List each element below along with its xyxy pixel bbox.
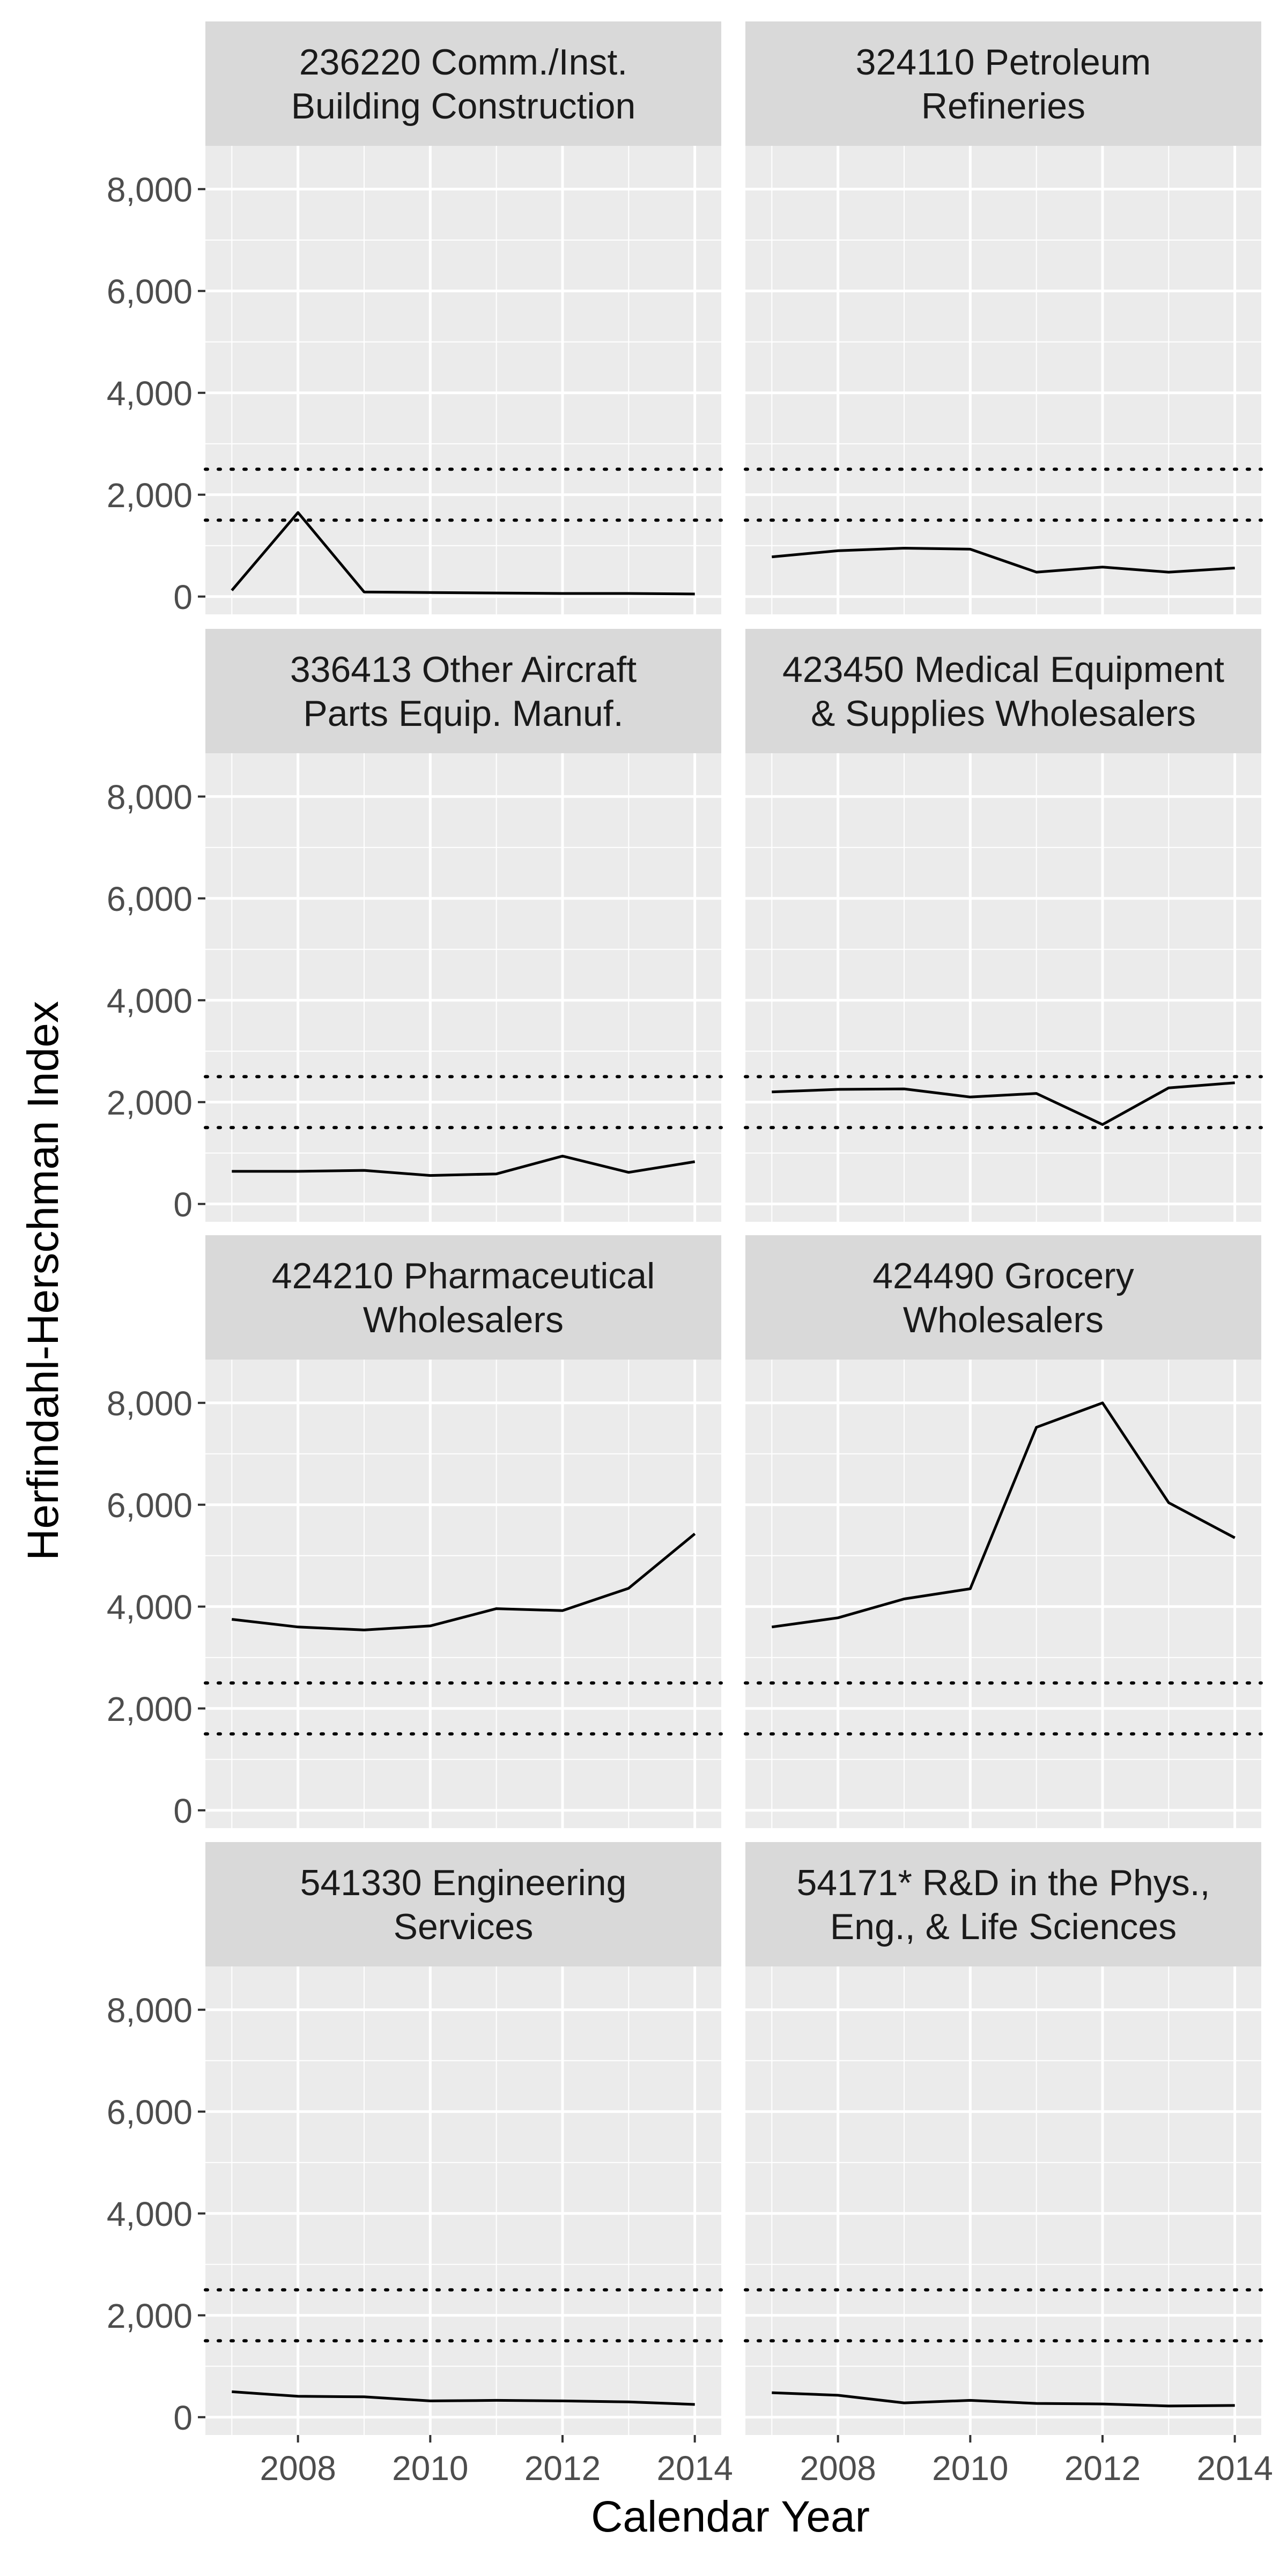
facet-strip <box>205 629 721 753</box>
facet-panel: 423450 Medical Equipment& Supplies Whole… <box>744 629 1263 1222</box>
facet-title-line: Services <box>394 1906 534 1947</box>
plot-background <box>205 1966 721 2435</box>
facet-title-line: 424210 Pharmaceutical <box>272 1256 655 1296</box>
plot-background <box>745 1966 1261 2435</box>
plot-background <box>205 146 721 614</box>
facet-strip <box>745 629 1261 753</box>
y-axis-title: Herfindahl-Herschman Index <box>19 1001 68 1561</box>
series-line <box>232 2390 695 2406</box>
facet-strip <box>205 1842 721 1966</box>
facet-strip <box>205 1235 721 1360</box>
facet-panel: 236220 Comm./Inst.Building Construction 0… <box>107 21 723 617</box>
series-line <box>231 511 695 596</box>
facet-strip <box>745 1235 1261 1360</box>
x-tick-label: 2014 <box>1196 2449 1273 2488</box>
plot-background <box>745 753 1261 1222</box>
facet-title-line: Building Construction <box>291 86 636 127</box>
facet-title-line: Refineries <box>921 86 1085 127</box>
y-tick-label: 6,000 <box>107 1486 193 1525</box>
x-axis-title: Calendar Year <box>591 2492 870 2541</box>
facet-panel: 54171* R&D in the Phys.,Eng., & Life Sci… <box>744 1842 1273 2488</box>
y-tick-label: 0 <box>173 1792 193 1830</box>
facet-title-line: Parts Equip. Manuf. <box>303 693 623 734</box>
facet-title-line: 424490 Grocery <box>872 1256 1134 1296</box>
y-tick-label: 6,000 <box>107 2093 193 2132</box>
facet-title-line: 336413 Other Aircraft <box>290 649 637 690</box>
series-line <box>232 1532 696 1631</box>
facet-strip <box>205 21 721 146</box>
x-tick-label: 2010 <box>932 2449 1008 2488</box>
y-tick-label: 4,000 <box>107 1588 193 1627</box>
facets-layer: 236220 Comm./Inst.Building Construction 0… <box>107 21 1273 2488</box>
facet-title-line: Wholesalers <box>363 1300 564 1340</box>
facet-title-line: 236220 Comm./Inst. <box>299 42 627 83</box>
plot-background <box>745 1360 1261 1828</box>
facet-strip <box>745 1842 1261 1966</box>
plot-background <box>745 146 1261 614</box>
y-tick-label: 8,000 <box>107 1991 193 2030</box>
plot-background <box>205 1360 721 1828</box>
x-tick-label: 2012 <box>1064 2449 1141 2488</box>
y-tick-label: 6,000 <box>107 880 193 918</box>
x-tick-label: 2008 <box>260 2449 336 2488</box>
facet-strip <box>745 21 1261 146</box>
y-tick-label: 4,000 <box>107 982 193 1020</box>
series-line <box>772 547 1235 574</box>
y-tick-label: 2,000 <box>107 2297 193 2335</box>
x-tick-label: 2010 <box>392 2449 468 2488</box>
series-line <box>772 1081 1235 1126</box>
facet-title-line: 324110 Petroleum <box>856 42 1151 83</box>
y-tick-label: 0 <box>173 1185 193 1224</box>
facet-title-line: 423450 Medical Equipment <box>782 649 1224 690</box>
plot-background <box>205 753 721 1222</box>
facet-title-line: Wholesalers <box>903 1300 1104 1340</box>
y-tick-label: 6,000 <box>107 272 193 311</box>
y-tick-label: 4,000 <box>107 374 193 413</box>
facet-title-line: Eng., & Life Sciences <box>830 1906 1177 1947</box>
y-tick-label: 2,000 <box>107 476 193 515</box>
y-tick-label: 0 <box>173 2399 193 2437</box>
series-line <box>772 2391 1235 2408</box>
y-tick-label: 8,000 <box>107 778 193 816</box>
y-tick-label: 2,000 <box>107 1690 193 1728</box>
facet-title-line: & Supplies Wholesalers <box>811 693 1196 734</box>
y-tick-label: 2,000 <box>107 1083 193 1122</box>
facet-title-line: 541330 Engineering <box>300 1862 627 1903</box>
x-tick-label: 2012 <box>524 2449 601 2488</box>
y-tick-label: 8,000 <box>107 1384 193 1423</box>
y-tick-label: 0 <box>173 578 193 617</box>
series-line <box>232 1154 696 1177</box>
y-tick-label: 4,000 <box>107 2195 193 2233</box>
y-tick-label: 8,000 <box>107 170 193 209</box>
x-tick-label: 2008 <box>800 2449 876 2488</box>
series-line <box>771 1401 1236 1629</box>
facet-title-line: 54171* R&D in the Phys., <box>796 1862 1210 1903</box>
x-tick-label: 2014 <box>656 2449 733 2488</box>
